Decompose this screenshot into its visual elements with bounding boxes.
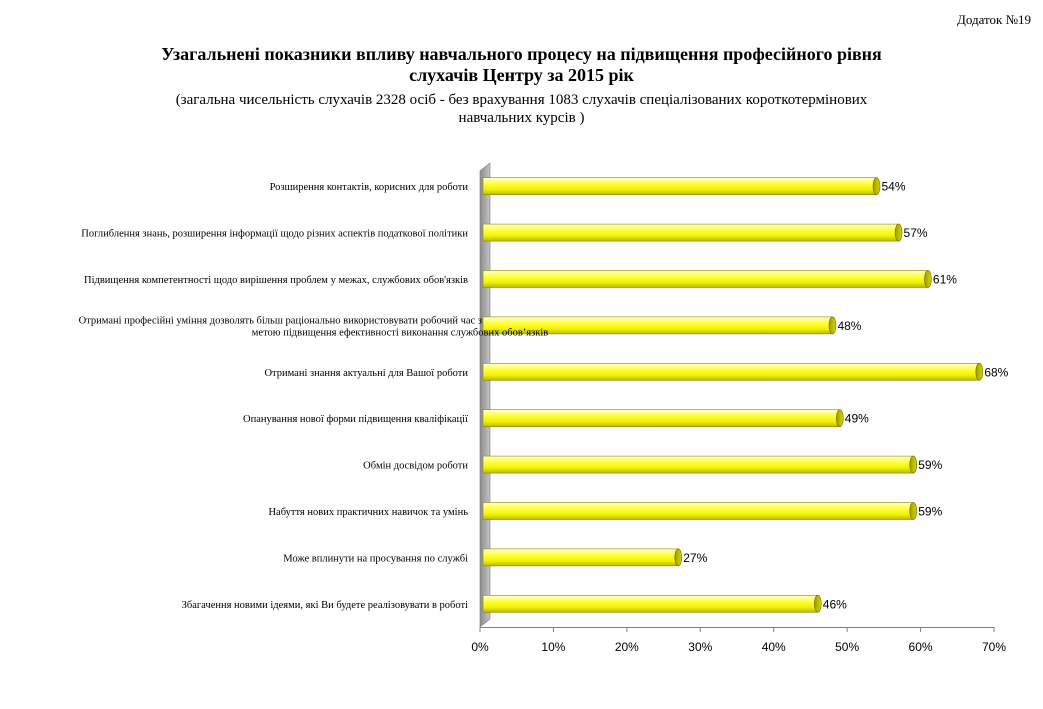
bar-end-cap (872, 177, 881, 195)
bar (482, 455, 914, 474)
bar-end-cap (894, 223, 903, 242)
bar-end-cap (674, 548, 683, 567)
category-label: Отримані знання актуальні для Вашої робо… (264, 368, 468, 379)
chart-subtitle: (загальна чисельність слухачів 2328 осіб… (0, 91, 1043, 127)
data-label: 68% (984, 365, 1008, 379)
chart-title-line-2: слухачів Центру за 2015 рік (409, 65, 634, 85)
category-label: Отримані професійні уміння дозволять біл… (79, 315, 549, 338)
chart-subtitle-line-1: (загальна чисельність слухачів 2328 осіб… (175, 92, 868, 108)
bar-end-cap (909, 455, 918, 474)
data-label: 54% (882, 180, 906, 194)
x-tick-label: 10% (541, 640, 565, 654)
x-tick-label: 30% (688, 640, 712, 654)
data-label: 49% (845, 412, 869, 426)
bar-end-cap (975, 362, 984, 381)
bar (482, 177, 877, 195)
bar-end-cap (924, 270, 932, 288)
x-tick-label: 20% (615, 640, 639, 654)
x-tick-label: 0% (471, 640, 489, 654)
x-tick-label: 70% (982, 640, 1006, 654)
x-tick-label: 50% (835, 640, 859, 654)
bar (482, 270, 929, 288)
bar (482, 502, 914, 520)
data-label: 57% (904, 226, 928, 240)
bar-end-cap (909, 502, 918, 520)
data-label: 46% (823, 597, 847, 611)
bar (482, 409, 841, 428)
category-label: Підвищення компетентності щодо вирішення… (84, 275, 468, 286)
category-label: Збагачення новими ідеями, які Ви будете … (182, 600, 468, 611)
category-label: Опанування нової форми підвищення кваліф… (243, 414, 468, 425)
x-tick-label: 60% (909, 640, 933, 654)
chart-subtitle-line-2: навчальних курсів ) (458, 110, 585, 126)
data-label: 61% (933, 273, 957, 287)
bar (482, 223, 899, 242)
bar-end-cap (828, 316, 837, 335)
data-label: 27% (683, 551, 707, 565)
category-label: Обмін досвідом роботи (363, 461, 468, 472)
bar-end-cap (835, 409, 844, 428)
bar (482, 594, 819, 613)
data-label: 59% (918, 505, 942, 519)
data-label: 48% (837, 319, 861, 333)
bar-end-cap (813, 594, 822, 613)
chart-title-line-1: Узагальнені показники впливу навчального… (161, 44, 882, 64)
category-label: Може вплинути на просування по службі (283, 553, 468, 564)
x-tick-label: 40% (762, 640, 786, 654)
bar (482, 362, 980, 381)
category-label: Розширення контактів, корисних для робот… (270, 182, 469, 193)
data-label: 59% (918, 458, 942, 472)
bar (482, 548, 679, 567)
chart-title: Узагальнені показники впливу навчального… (0, 44, 1043, 86)
appendix-label: Додаток №19 (956, 12, 1031, 27)
category-label: Набуття нових практичних навичок та умін… (268, 507, 468, 518)
category-label: Поглиблення знань, розширення інформації… (81, 229, 468, 240)
